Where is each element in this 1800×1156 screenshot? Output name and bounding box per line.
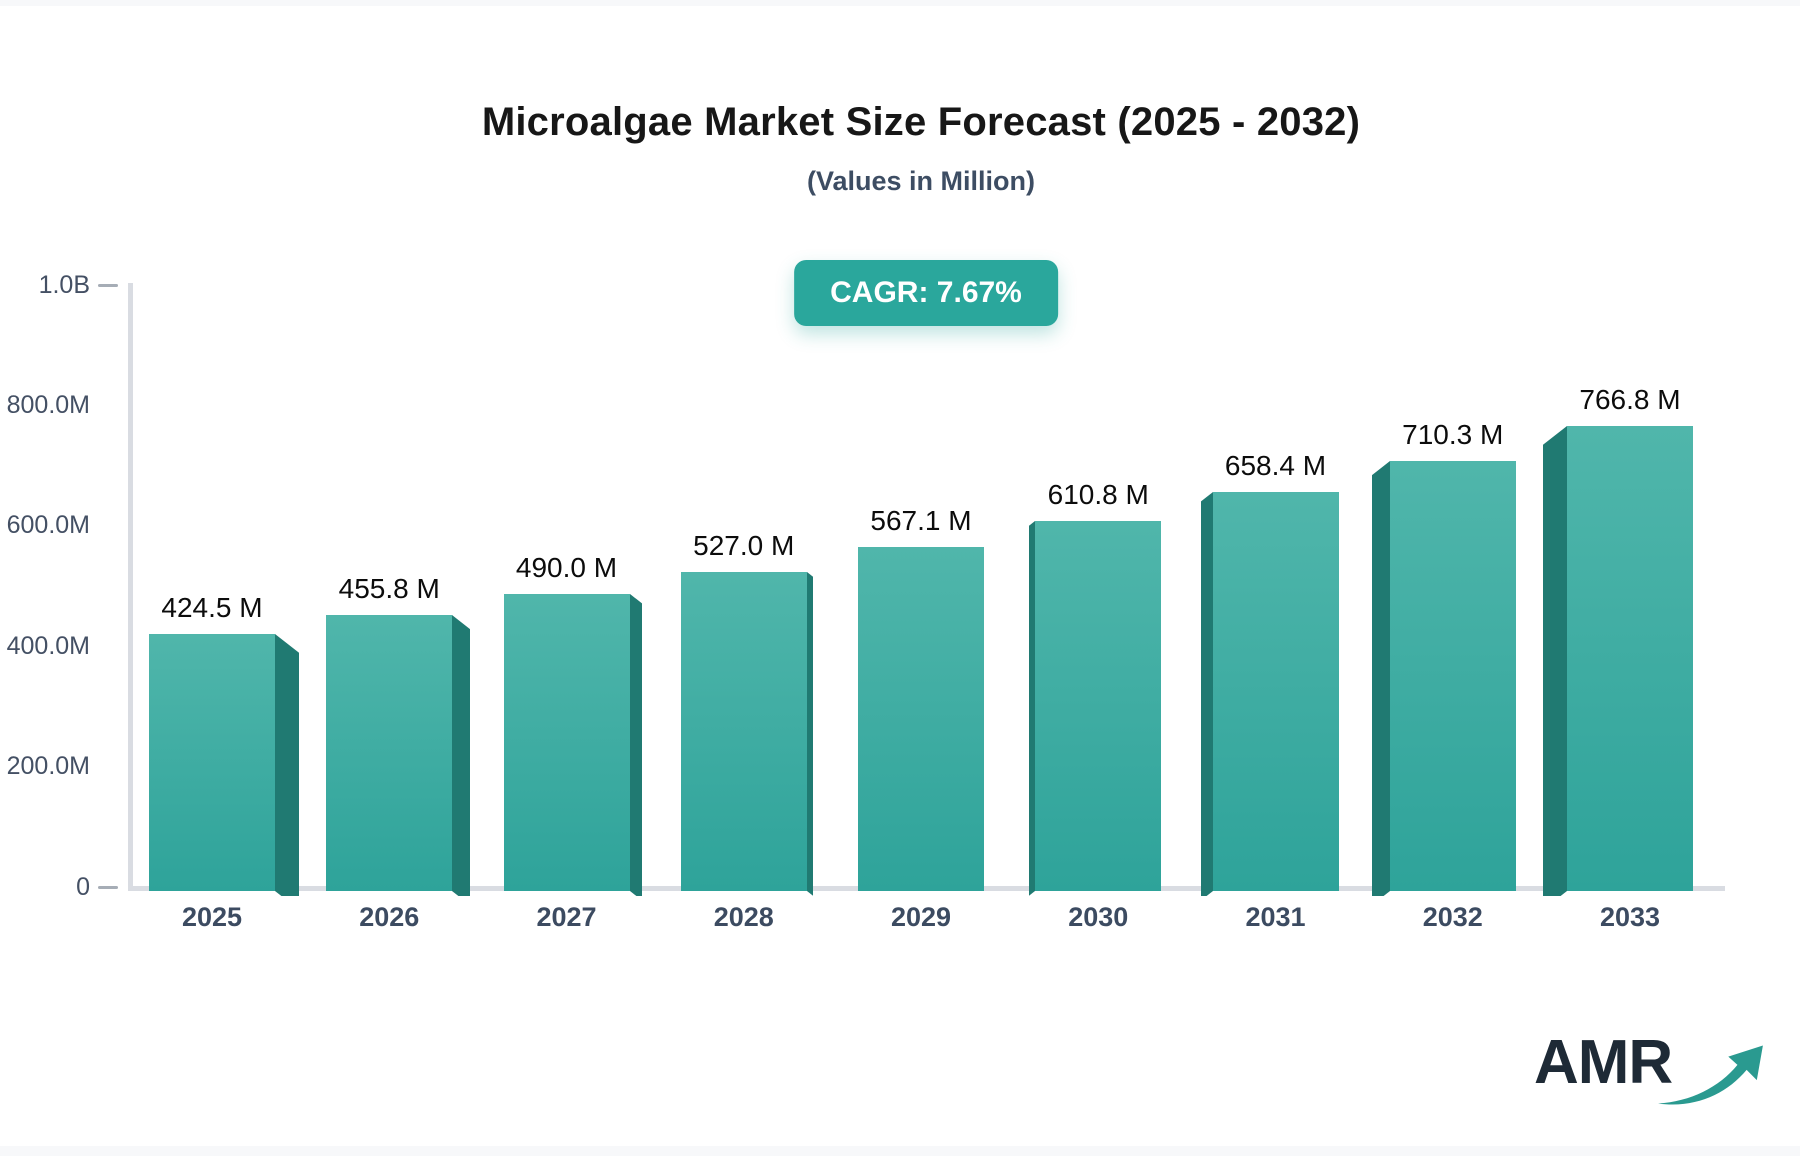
x-axis-category-label: 2027 bbox=[536, 902, 597, 932]
y-axis-tick: 0 bbox=[0, 871, 118, 903]
logo-text: AMR bbox=[1534, 1028, 1673, 1097]
y-axis-tick-label: 400.0M bbox=[6, 631, 90, 660]
page-title: Microalgae Market Size Forecast (2025 - … bbox=[481, 100, 1361, 144]
bar-value-label: 658.4 M bbox=[1224, 450, 1327, 481]
bar-3d-side bbox=[275, 633, 299, 896]
top-edge-strip bbox=[0, 0, 1800, 6]
bar-value-label: 490.0 M bbox=[515, 552, 618, 584]
bar-2031 bbox=[1212, 492, 1339, 891]
bar-3d-side bbox=[1543, 426, 1567, 896]
bar-2025 bbox=[149, 633, 275, 891]
y-axis-line bbox=[128, 283, 133, 891]
bar-2029 bbox=[858, 547, 984, 891]
bar-3d-side bbox=[1200, 492, 1213, 896]
bar-value-label: 710.3 M bbox=[1402, 418, 1504, 450]
x-axis-category-label: 2031 bbox=[1245, 902, 1306, 932]
bottom-edge-strip bbox=[0, 1146, 1800, 1156]
y-axis-tick-label: 800.0M bbox=[6, 390, 90, 419]
plot-area: 424.5 M 455.8 M 490.0 M 527.0 M 567.1 M 610.8… bbox=[0, 260, 1800, 896]
bar-2027 bbox=[503, 594, 630, 891]
x-axis-category-label: 2032 bbox=[1422, 902, 1483, 932]
bar-3d-side bbox=[452, 614, 471, 896]
y-axis-tick: 400.0M bbox=[0, 630, 118, 662]
bar-value-label: 610.8 M bbox=[1047, 478, 1149, 510]
y-axis-tick: 800.0M bbox=[0, 389, 118, 421]
y-axis-tick-label: 600.0M bbox=[6, 511, 90, 540]
bar-value-label: 567.1 M bbox=[870, 505, 972, 537]
y-axis-tick-mark bbox=[98, 885, 118, 889]
bar-3d-side bbox=[806, 571, 813, 896]
bar-value-label: 424.5 M bbox=[161, 591, 263, 623]
x-axis-category-label: 2029 bbox=[890, 902, 952, 932]
y-axis-tick-label: 0 bbox=[76, 872, 90, 901]
x-axis-category-label: 2030 bbox=[1068, 902, 1129, 932]
bar-value-label: 766.8 M bbox=[1579, 384, 1681, 416]
brand-logo: AMR bbox=[1534, 1032, 1768, 1108]
y-axis-tick: 1.0B bbox=[0, 269, 118, 301]
bar-2032 bbox=[1389, 460, 1516, 891]
bar-value-label: 455.8 M bbox=[338, 572, 440, 604]
bar-2026 bbox=[326, 614, 453, 891]
y-axis-tick-mark bbox=[98, 283, 118, 287]
y-axis-tick: 600.0M bbox=[0, 510, 118, 542]
y-axis-tick-label: 200.0M bbox=[6, 752, 90, 781]
y-axis-tick-label: 1.0B bbox=[38, 270, 90, 299]
bar-value-label: 527.0 M bbox=[693, 529, 795, 561]
y-axis-tick: 200.0M bbox=[0, 751, 118, 783]
cagr-badge: CAGR: 7.67% bbox=[794, 260, 1058, 326]
bar-3d-side bbox=[629, 594, 642, 896]
bar-2028 bbox=[680, 571, 807, 891]
bar-2030 bbox=[1035, 520, 1162, 891]
page-subtitle: (Values in Million) bbox=[806, 166, 1036, 196]
bar-2033 bbox=[1567, 426, 1693, 891]
x-axis-category-label: 2033 bbox=[1599, 902, 1661, 932]
x-axis-category-label: 2025 bbox=[181, 902, 243, 932]
x-axis-category-label: 2028 bbox=[713, 902, 774, 932]
trend-up-arrow-icon bbox=[1658, 1045, 1764, 1105]
x-axis-category-label: 2026 bbox=[359, 902, 420, 932]
bar-3d-side bbox=[1371, 460, 1390, 896]
